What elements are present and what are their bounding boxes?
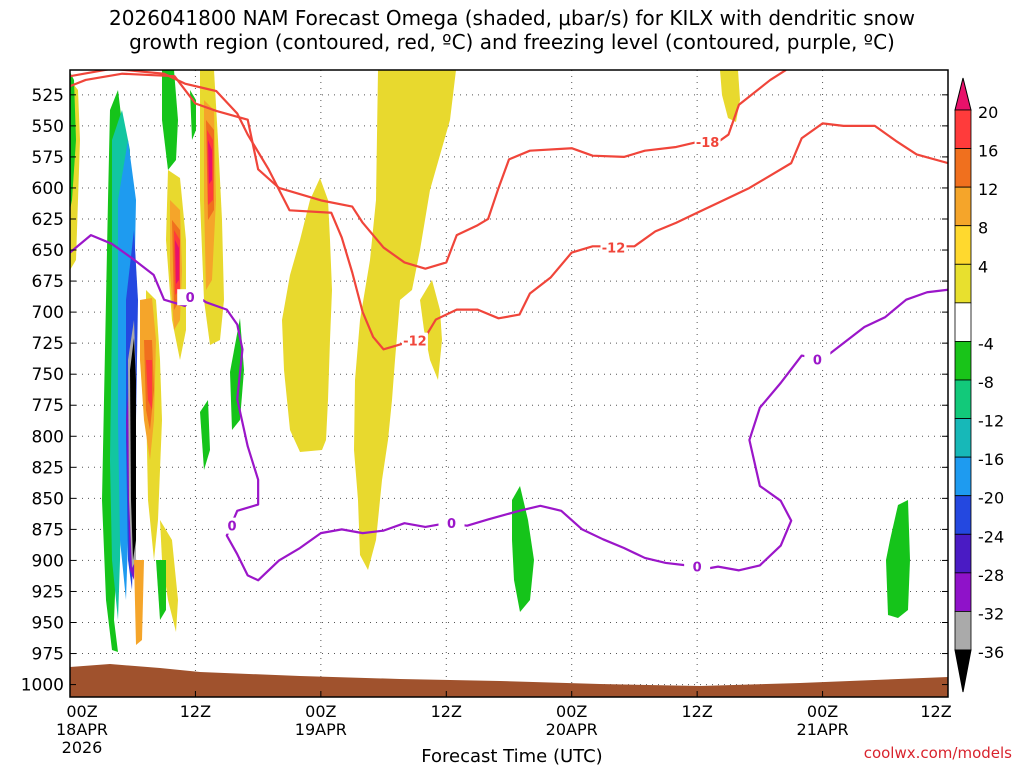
colorbar-segment (954, 533, 972, 574)
colorbar-arrow-top (954, 77, 972, 111)
colorbar-label: 4 (978, 257, 988, 276)
colorbar-segment (954, 418, 972, 458)
x-axis-title: Forecast Time (UTC) (421, 746, 603, 767)
contour-line (70, 234, 948, 582)
y-tick-label: 525 (32, 86, 64, 106)
contour-label-bg (684, 558, 711, 575)
y-tick-label: 650 (32, 241, 64, 261)
colorbar-segment (954, 572, 972, 612)
y-tick-label: 875 (32, 520, 64, 540)
contour-label-bg (600, 239, 627, 256)
y-tick-label: 750 (32, 365, 64, 385)
contour-label-bg (694, 134, 721, 151)
y-tick-label: 800 (32, 427, 64, 447)
contour-label: 0 (693, 561, 702, 576)
colorbar-segment (954, 109, 972, 149)
colorbar-segment (954, 495, 972, 535)
colorbar-segment (954, 611, 972, 651)
contour-line (70, 70, 787, 270)
y-tick-label: 675 (32, 272, 64, 292)
colorbar-label: 12 (978, 180, 998, 199)
colorbar-label: -24 (978, 527, 1004, 546)
colorbar-label: -4 (978, 334, 994, 353)
y-tick-label: 950 (32, 614, 64, 634)
colorbar-label: 20 (978, 103, 998, 122)
omega-negative-peak (130, 338, 136, 560)
y-tick-label: 700 (32, 303, 64, 323)
y-tick-label: 600 (32, 179, 64, 199)
contour-label: 0 (227, 520, 236, 535)
contour-label: 0 (186, 291, 195, 306)
chart-title: 2026041800 NAM Forecast Omega (shaded, μ… (109, 6, 915, 54)
x-tick-label: 00Z 20APR (545, 702, 598, 739)
y-tick-label: 850 (32, 489, 64, 509)
omega-positive-extreme (175, 140, 212, 284)
colorbar-label: -12 (978, 412, 1004, 431)
colorbar-segment (954, 456, 972, 497)
y-tick-label: 550 (32, 117, 64, 137)
y-tick-label: 925 (32, 582, 64, 602)
y-tick-label: 625 (32, 210, 64, 230)
colorbar: 20 16 12 8 4 -4 -8 -12 -16 -20 -24 -28 -32 -36 (954, 77, 1004, 693)
x-tick-label: 00Z 19APR (294, 702, 347, 739)
x-tick-label: 00Z 18APR 2026 (55, 702, 109, 757)
contour-label-bg (177, 289, 204, 306)
x-tick-label: 12Z (179, 702, 212, 721)
colorbar-segment (954, 263, 972, 304)
contour-label: -18 (696, 136, 720, 151)
y-tick-label: 900 (32, 551, 64, 571)
contour-label: 0 (447, 517, 456, 532)
colorbar-label: -8 (978, 373, 994, 392)
colorbar-arrow-bottom (954, 649, 972, 693)
y-tick-label: 575 (32, 148, 64, 168)
x-tick-label: 12Z (920, 702, 952, 721)
x-tick-label: 12Z (681, 702, 713, 721)
contour-label: -12 (602, 242, 626, 257)
contour-label-bg (804, 351, 831, 368)
contour-label-bg (401, 332, 428, 349)
colorbar-label: -32 (978, 604, 1004, 623)
colorbar-segment (954, 225, 972, 265)
contour-label: 0 (813, 353, 822, 368)
credit-text: coolwx.com/models (863, 744, 1012, 762)
colorbar-label: 16 (978, 142, 998, 161)
plot-frame (69, 69, 949, 698)
colorbar-segment (954, 341, 972, 381)
colorbar-label: -20 (978, 489, 1004, 508)
colorbar-segment (954, 148, 972, 188)
omega-shading (70, 70, 948, 697)
x-tick-label: 12Z (430, 702, 462, 721)
colorbar-segment (954, 302, 972, 342)
colorbar-label: 8 (978, 219, 988, 238)
colorbar-label: -36 (978, 643, 1004, 662)
terrain-ground (70, 664, 948, 697)
y-tick-label: 775 (32, 396, 64, 416)
x-tick-label: 00Z 21APR (796, 702, 849, 739)
contour-line (70, 70, 948, 351)
colorbar-segment (954, 186, 972, 227)
y-tick-label: 825 (32, 458, 64, 478)
colorbar-segment (954, 379, 972, 419)
colorbar-label: -28 (978, 566, 1004, 585)
contour-label: -12 (403, 335, 427, 350)
colorbar-label: -16 (978, 450, 1004, 469)
contour-label-bg (438, 515, 465, 532)
y-tick-label: 725 (32, 334, 64, 354)
contour-label-bg (219, 517, 246, 534)
y-tick-label: 1000 (21, 676, 64, 696)
y-tick-label: 975 (32, 645, 64, 665)
